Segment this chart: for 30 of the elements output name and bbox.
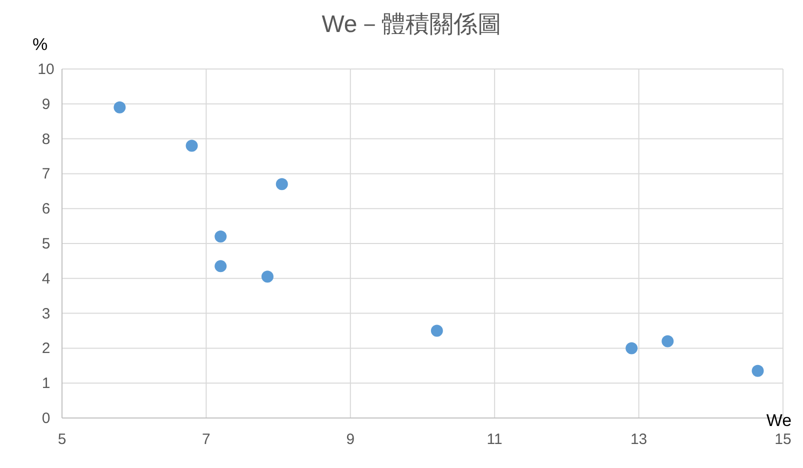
point	[186, 140, 198, 152]
y-tick-label: 4	[42, 270, 50, 288]
point	[261, 270, 274, 283]
chart-title: We－體積關係圖	[322, 11, 502, 38]
point	[752, 364, 764, 377]
point	[114, 101, 126, 114]
y-tick-label: 8	[42, 130, 50, 148]
x-tick-label: 11	[486, 431, 502, 448]
point	[626, 342, 638, 354]
y-axis-title: %	[32, 35, 48, 54]
x-tick-label: 15	[774, 431, 792, 448]
y-tick-label: 0	[42, 410, 50, 427]
x-axis-title: We	[766, 411, 792, 430]
y-tick-label: 5	[42, 236, 50, 252]
x-tick-label: 5	[58, 431, 66, 448]
y-tick-label: 10	[38, 61, 54, 78]
y-tick-label: 2	[42, 340, 50, 358]
x-tick-label: 13	[630, 431, 648, 448]
point	[276, 178, 288, 190]
y-tick-label: 3	[42, 305, 50, 322]
y-tick-label: 7	[42, 166, 50, 183]
x-tick-label: 9	[346, 431, 355, 448]
y-tick-label: 1	[42, 375, 50, 392]
point	[214, 230, 227, 243]
y-tick-label: 9	[42, 96, 50, 113]
point	[430, 324, 443, 337]
point	[214, 260, 227, 272]
point	[662, 335, 674, 348]
y-tick-label: 6	[42, 200, 50, 218]
x-tick-label: 7	[202, 431, 210, 448]
